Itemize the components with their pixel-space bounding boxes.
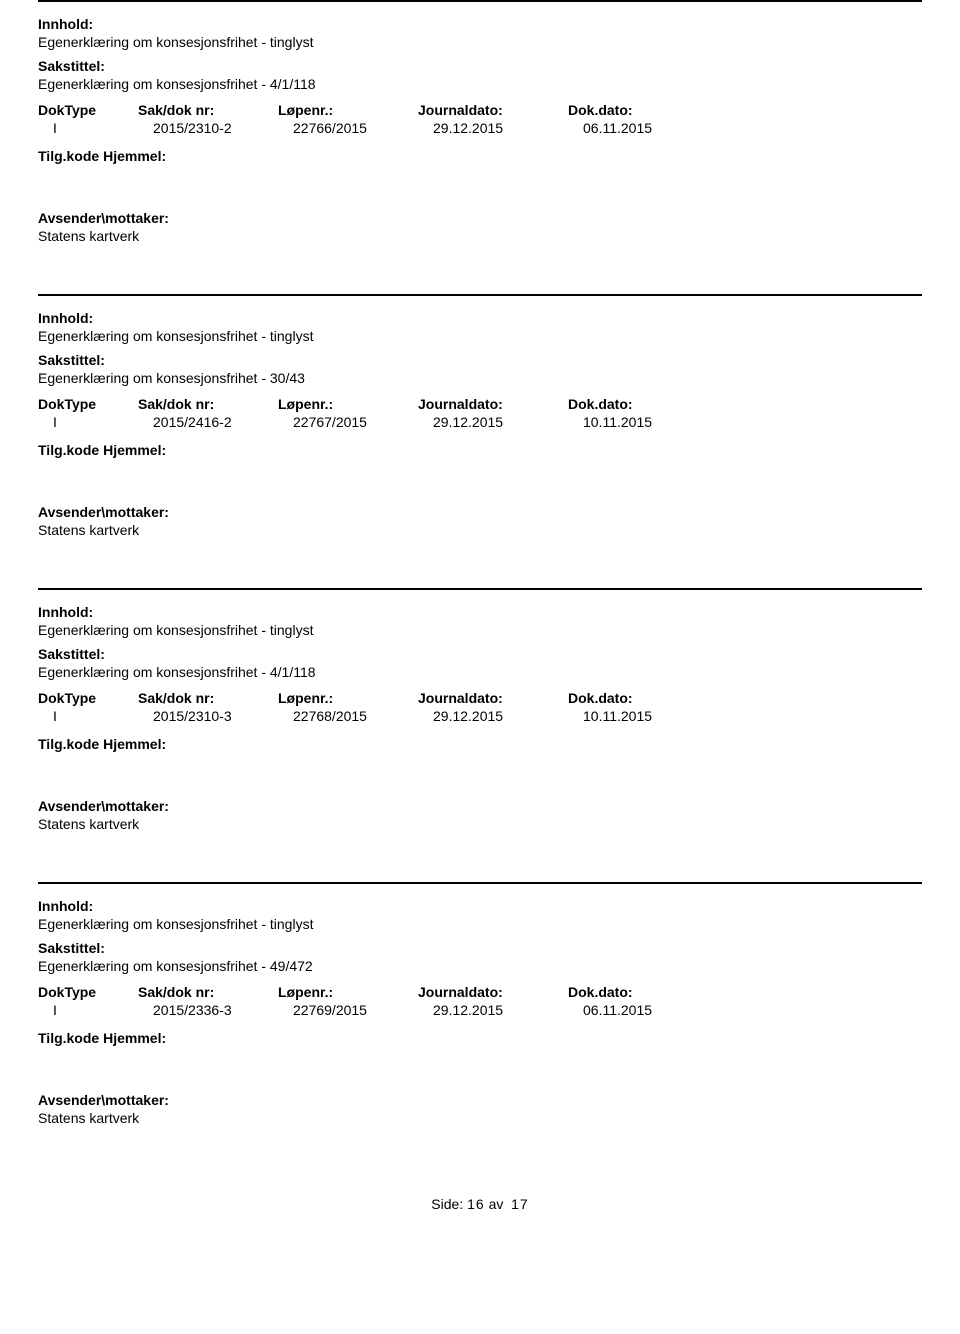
sakdok-header: Sak/dok nr: xyxy=(138,984,278,1000)
sakstittel-value: Egenerklæring om konsesjonsfrihet - 4/1/… xyxy=(38,664,922,680)
dokdato-header: Dok.dato: xyxy=(568,102,698,118)
tilgkode-label: Tilg.kode xyxy=(38,442,99,458)
doktype-header: DokType xyxy=(38,690,138,706)
page-total: 17 xyxy=(511,1196,529,1212)
doktype-value: I xyxy=(38,708,153,724)
lopenr-header: Løpenr.: xyxy=(278,690,418,706)
lopenr-header: Løpenr.: xyxy=(278,984,418,1000)
dokdato-value: 06.11.2015 xyxy=(583,120,713,136)
avsender-value: Statens kartverk xyxy=(38,1110,922,1126)
sakdok-header: Sak/dok nr: xyxy=(138,690,278,706)
hjemmel-label: Hjemmel: xyxy=(103,442,166,458)
lopenr-header: Løpenr.: xyxy=(278,102,418,118)
avsender-label: Avsender\mottaker: xyxy=(38,504,922,520)
row-values: I 2015/2416-2 22767/2015 29.12.2015 10.1… xyxy=(38,414,922,430)
tilgkode-hjemmel: Tilg.kode Hjemmel: xyxy=(38,736,922,752)
dokdato-value: 10.11.2015 xyxy=(583,708,713,724)
sakstittel-label: Sakstittel: xyxy=(38,940,922,956)
doktype-value: I xyxy=(38,1002,153,1018)
dokdato-header: Dok.dato: xyxy=(568,690,698,706)
journal-entry: Innhold: Egenerklæring om konsesjonsfrih… xyxy=(38,588,922,882)
journaldato-value: 29.12.2015 xyxy=(433,414,583,430)
innhold-value: Egenerklæring om konsesjonsfrihet - ting… xyxy=(38,328,922,344)
dokdato-header: Dok.dato: xyxy=(568,396,698,412)
sakstittel-value: Egenerklæring om konsesjonsfrihet - 30/4… xyxy=(38,370,922,386)
sakstittel-label: Sakstittel: xyxy=(38,352,922,368)
sakdok-value: 2015/2310-2 xyxy=(153,120,293,136)
lopenr-header: Løpenr.: xyxy=(278,396,418,412)
row-values: I 2015/2336-3 22769/2015 29.12.2015 06.1… xyxy=(38,1002,922,1018)
page-number: 16 xyxy=(467,1196,485,1212)
sakdok-value: 2015/2336-3 xyxy=(153,1002,293,1018)
sakdok-value: 2015/2416-2 xyxy=(153,414,293,430)
avsender-label: Avsender\mottaker: xyxy=(38,1092,922,1108)
tilgkode-hjemmel: Tilg.kode Hjemmel: xyxy=(38,148,922,164)
hjemmel-label: Hjemmel: xyxy=(103,1030,166,1046)
sakstittel-value: Egenerklæring om konsesjonsfrihet - 4/1/… xyxy=(38,76,922,92)
sakstittel-value: Egenerklæring om konsesjonsfrihet - 49/4… xyxy=(38,958,922,974)
avsender-value: Statens kartverk xyxy=(38,816,922,832)
lopenr-value: 22766/2015 xyxy=(293,120,433,136)
tilgkode-hjemmel: Tilg.kode Hjemmel: xyxy=(38,442,922,458)
side-label: Side: xyxy=(431,1196,463,1212)
tilgkode-hjemmel: Tilg.kode Hjemmel: xyxy=(38,1030,922,1046)
sakstittel-label: Sakstittel: xyxy=(38,646,922,662)
journaldato-header: Journaldato: xyxy=(418,396,568,412)
dokdato-value: 06.11.2015 xyxy=(583,1002,713,1018)
row-values: I 2015/2310-2 22766/2015 29.12.2015 06.1… xyxy=(38,120,922,136)
innhold-value: Egenerklæring om konsesjonsfrihet - ting… xyxy=(38,34,922,50)
journaldato-header: Journaldato: xyxy=(418,690,568,706)
doktype-header: DokType xyxy=(38,102,138,118)
tilgkode-label: Tilg.kode xyxy=(38,148,99,164)
journaldato-header: Journaldato: xyxy=(418,102,568,118)
dokdato-value: 10.11.2015 xyxy=(583,414,713,430)
hjemmel-label: Hjemmel: xyxy=(103,148,166,164)
lopenr-value: 22769/2015 xyxy=(293,1002,433,1018)
journal-entry: Innhold: Egenerklæring om konsesjonsfrih… xyxy=(38,294,922,588)
doktype-header: DokType xyxy=(38,396,138,412)
row-values: I 2015/2310-3 22768/2015 29.12.2015 10.1… xyxy=(38,708,922,724)
row-headers: DokType Sak/dok nr: Løpenr.: Journaldato… xyxy=(38,690,922,706)
avsender-value: Statens kartverk xyxy=(38,228,922,244)
journaldato-value: 29.12.2015 xyxy=(433,120,583,136)
dokdato-header: Dok.dato: xyxy=(568,984,698,1000)
innhold-label: Innhold: xyxy=(38,898,922,914)
innhold-label: Innhold: xyxy=(38,604,922,620)
av-label: av xyxy=(489,1196,504,1212)
sakdok-header: Sak/dok nr: xyxy=(138,102,278,118)
innhold-label: Innhold: xyxy=(38,16,922,32)
avsender-label: Avsender\mottaker: xyxy=(38,210,922,226)
journaldato-value: 29.12.2015 xyxy=(433,1002,583,1018)
hjemmel-label: Hjemmel: xyxy=(103,736,166,752)
tilgkode-label: Tilg.kode xyxy=(38,736,99,752)
sakdok-value: 2015/2310-3 xyxy=(153,708,293,724)
row-headers: DokType Sak/dok nr: Løpenr.: Journaldato… xyxy=(38,396,922,412)
row-headers: DokType Sak/dok nr: Løpenr.: Journaldato… xyxy=(38,984,922,1000)
page-footer: Side: 16 av 17 xyxy=(38,1196,922,1222)
sakdok-header: Sak/dok nr: xyxy=(138,396,278,412)
avsender-label: Avsender\mottaker: xyxy=(38,798,922,814)
journaldato-header: Journaldato: xyxy=(418,984,568,1000)
avsender-value: Statens kartverk xyxy=(38,522,922,538)
doktype-header: DokType xyxy=(38,984,138,1000)
document-page: Innhold: Egenerklæring om konsesjonsfrih… xyxy=(0,0,960,1222)
journaldato-value: 29.12.2015 xyxy=(433,708,583,724)
lopenr-value: 22767/2015 xyxy=(293,414,433,430)
tilgkode-label: Tilg.kode xyxy=(38,1030,99,1046)
innhold-label: Innhold: xyxy=(38,310,922,326)
doktype-value: I xyxy=(38,414,153,430)
journal-entry: Innhold: Egenerklæring om konsesjonsfrih… xyxy=(38,0,922,294)
innhold-value: Egenerklæring om konsesjonsfrihet - ting… xyxy=(38,622,922,638)
doktype-value: I xyxy=(38,120,153,136)
innhold-value: Egenerklæring om konsesjonsfrihet - ting… xyxy=(38,916,922,932)
lopenr-value: 22768/2015 xyxy=(293,708,433,724)
sakstittel-label: Sakstittel: xyxy=(38,58,922,74)
journal-entry: Innhold: Egenerklæring om konsesjonsfrih… xyxy=(38,882,922,1176)
row-headers: DokType Sak/dok nr: Løpenr.: Journaldato… xyxy=(38,102,922,118)
